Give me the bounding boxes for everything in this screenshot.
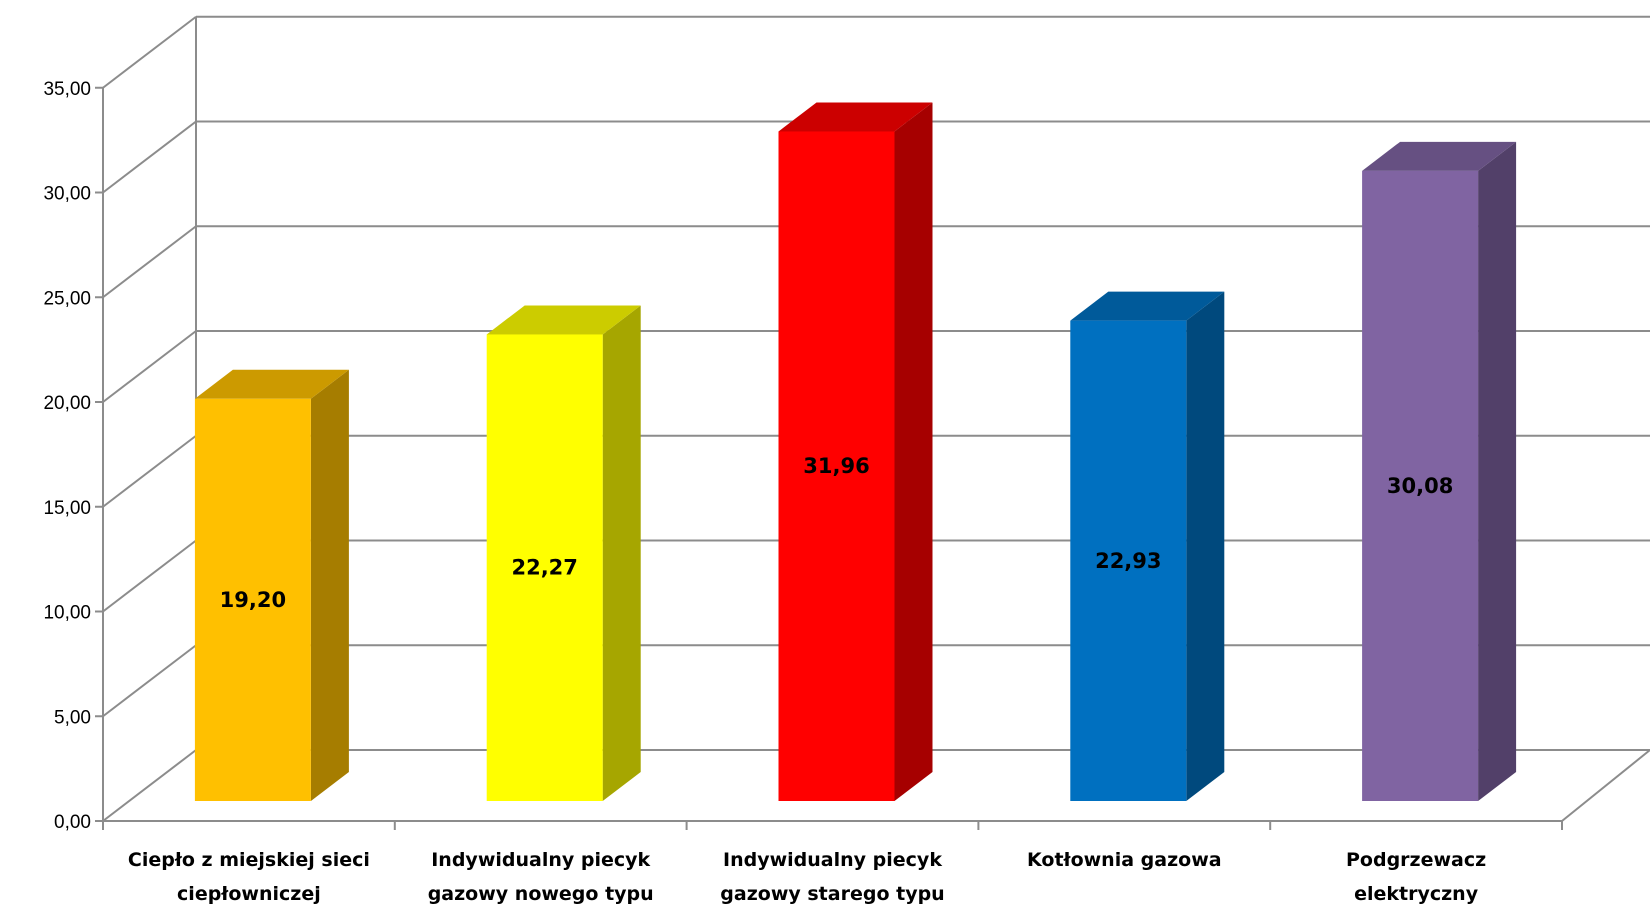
bar-front <box>1362 170 1479 802</box>
data-label: 19,20 <box>220 588 286 612</box>
x-category-label: Kotłownia gazowa <box>1027 849 1222 871</box>
floor-right-edge <box>1561 749 1650 822</box>
bar-side <box>602 305 641 801</box>
x-category-label-line: Ciepło z miejskiej sieci <box>128 849 370 871</box>
side-wall-gridline <box>102 225 197 299</box>
bar-side <box>1478 141 1517 802</box>
bar-front <box>194 398 311 801</box>
x-category-label: Podgrzewacz elektryczny <box>1346 849 1486 904</box>
x-category-label: Indywidualny piecyk gazowy nowego typu <box>428 849 654 904</box>
x-category-label-line: Kotłownia gazowa <box>1027 849 1222 871</box>
y-tick-label: 20,00 <box>43 393 91 414</box>
bar-front <box>778 131 895 802</box>
y-tick-label: 25,00 <box>43 288 91 309</box>
bar-side <box>1186 291 1225 801</box>
bar-top <box>1362 141 1517 171</box>
bar: 19,20 <box>194 369 349 801</box>
data-label: 22,93 <box>1095 549 1161 573</box>
data-label: 31,96 <box>803 454 869 478</box>
x-category-label-line: elektryczny <box>1354 883 1479 904</box>
y-tick-label: 15,00 <box>43 498 91 519</box>
x-category-label: Ciepło z miejskiej sieci ciepłowniczej <box>128 849 370 904</box>
x-category-label-line: Indywidualny piecyk <box>723 849 942 871</box>
x-category-label-line: Podgrzewacz <box>1346 849 1486 871</box>
y-axis-tick-labels: 0,00 5,00 10,00 15,00 20,00 25,00 30,00 35,00 <box>43 79 91 833</box>
x-category-label: Indywidualny piecyk gazowy starego typu <box>720 849 944 904</box>
x-axis-category-labels: Ciepło z miejskiej sieci ciepłowniczej Ind… <box>128 849 1486 904</box>
x-category-label-line: ciepłowniczej <box>177 883 321 904</box>
y-tick-label: 10,00 <box>43 603 91 624</box>
bar-top <box>194 369 349 399</box>
x-category-label-line: Indywidualny piecyk <box>431 849 650 871</box>
bar-front <box>1070 320 1187 801</box>
side-wall-gridline <box>102 15 197 89</box>
bar: 31,96 <box>778 102 933 802</box>
bars: 19,20 22,27 31,96 22,93 30,08 <box>194 102 1517 802</box>
side-wall-gridline <box>102 749 197 822</box>
y-tick-label: 30,00 <box>43 184 91 205</box>
bar-front <box>486 334 603 801</box>
bar-top <box>1070 291 1225 321</box>
bar-side <box>310 369 349 801</box>
y-tick-label: 35,00 <box>43 79 91 100</box>
bar-top <box>486 305 641 335</box>
side-wall-gridline <box>102 539 197 613</box>
x-category-label-line: gazowy starego typu <box>720 883 944 904</box>
side-wall-gridline <box>102 434 197 508</box>
data-label: 22,27 <box>511 556 577 580</box>
bar-side <box>894 102 933 802</box>
data-label: 30,08 <box>1387 474 1453 498</box>
x-category-label-line: gazowy nowego typu <box>428 883 654 904</box>
side-wall-gridline <box>102 644 197 718</box>
bar: 22,93 <box>1070 291 1225 801</box>
bar: 22,27 <box>486 305 641 801</box>
bar-top <box>778 102 933 132</box>
side-wall-gridline <box>102 120 197 194</box>
y-tick-label: 0,00 <box>54 812 91 833</box>
side-wall-gridline <box>102 330 197 403</box>
bar: 30,08 <box>1362 141 1517 802</box>
y-tick-label: 5,00 <box>54 707 91 728</box>
